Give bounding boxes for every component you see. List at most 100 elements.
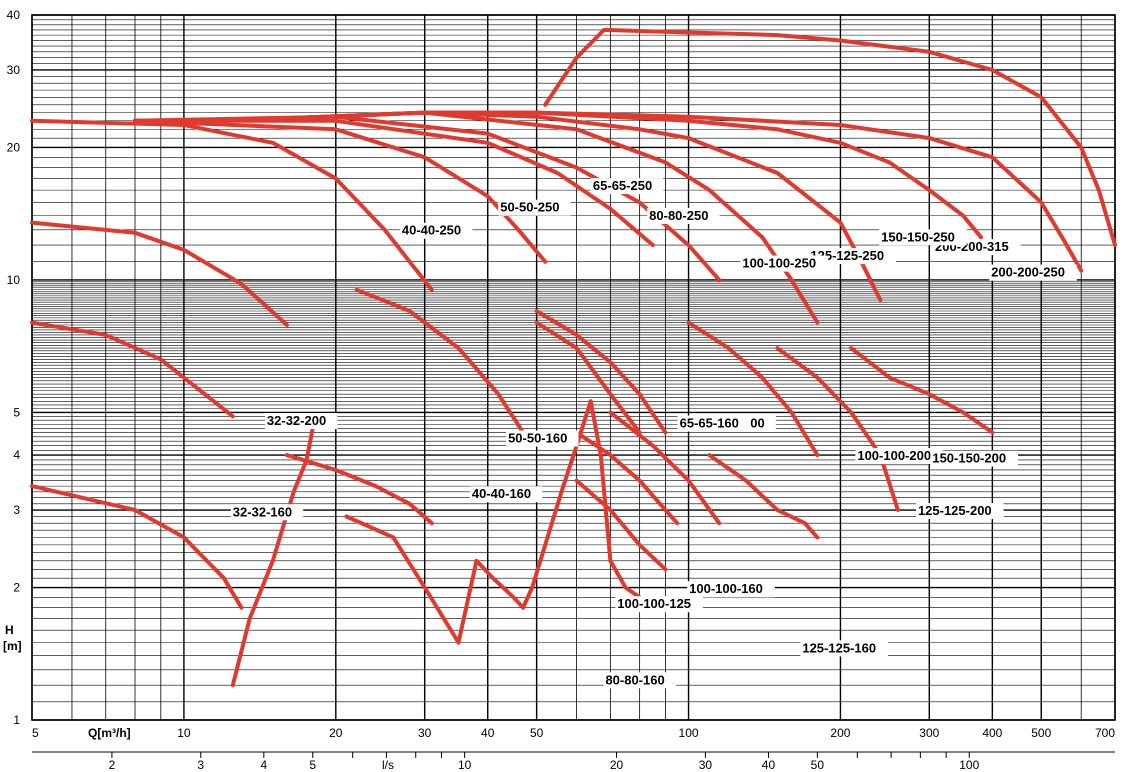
x-axis-label: Q[m³/h]: [88, 726, 131, 740]
curve-80-80-160: [574, 478, 668, 572]
curve-label-bg: [808, 248, 897, 265]
curve-label-bg: [687, 581, 775, 598]
x2-tick-label: 2: [109, 758, 116, 772]
curve-label-50-50-160: 50-50-160: [508, 431, 567, 446]
curve-80-80-250: [133, 114, 722, 282]
major-grid: [31, 14, 1116, 758]
curve-100-100-200: [686, 320, 820, 458]
x-tick-label: 40: [481, 726, 495, 740]
curve-label-layer: 200-200-315200-200-250150-150-250125-125…: [230, 178, 1077, 689]
curve-label-32-32-160: 32-32-160: [233, 504, 292, 519]
x2-tick-label: 4: [260, 758, 267, 772]
curve-label-bg: [915, 503, 1004, 520]
x-tick-label: 5: [32, 726, 39, 740]
y-tick-label: 30: [7, 63, 21, 77]
curve-label-bg: [469, 486, 543, 503]
curve-150-150-250: [221, 110, 984, 240]
x2-tick-label: 30: [699, 758, 713, 772]
curve-100-100-250: [221, 110, 820, 325]
curve-boundary: [456, 558, 526, 645]
curve-200-200-315: [543, 27, 1117, 248]
x-tick-label: 20: [329, 726, 343, 740]
curve-label-bg: [647, 207, 720, 224]
curve-layer: [30, 27, 1117, 688]
x-tick-label: 100: [679, 726, 699, 740]
x2-tick-label: 40: [762, 758, 776, 772]
curve-label-bg: [506, 430, 579, 447]
curve-32-32-160: [30, 320, 235, 419]
curve-label-bg: [855, 448, 943, 465]
curve-label-bg: [230, 504, 304, 521]
curve-label-bg: [989, 264, 1077, 281]
curve-label-bg: [677, 415, 751, 432]
curve-label-bg: [264, 412, 338, 429]
x-tick-label: 30: [418, 726, 432, 740]
curve-32-32-200: [30, 220, 289, 327]
x2-tick-label: 20: [610, 758, 624, 772]
curve-label-100-100-160: 100-100-160: [689, 581, 763, 596]
curve-label-150-150-250: 150-150-250: [881, 229, 955, 244]
y-tick-label: 4: [13, 448, 20, 462]
curve-label-bg: [930, 450, 1018, 467]
x2-tick-label: 10: [458, 758, 472, 772]
x-tick-label: 400: [982, 726, 1002, 740]
y-axis-label-line1: H: [5, 623, 14, 637]
curve-label-65-65-160: 65-65-160: [680, 416, 739, 431]
curve-label-200-200-250: 200-200-250: [991, 265, 1065, 280]
curve-100-100-160: [608, 410, 722, 526]
curve-label-125-125-250: 125-125-250: [810, 248, 884, 263]
curve-boundary: [230, 426, 315, 688]
curve-label-40-40-250: 40-40-250: [402, 223, 461, 238]
curve-boundary: [30, 484, 244, 610]
y-tick-label: 40: [7, 8, 21, 22]
curve-125-125-160: [707, 453, 820, 540]
y-tick-label: 10: [7, 273, 21, 287]
curve-80-80-200: [534, 309, 668, 435]
curve-label-50-50-250: 50-50-250: [500, 200, 559, 215]
curve-label-100-100-250: 100-100-250: [742, 256, 816, 271]
x2-tick-label: 3: [197, 758, 204, 772]
x2-axis-label: l/s: [382, 758, 394, 772]
curve-label-100-100-125: 100-100-125: [617, 596, 691, 611]
y-tick-label: 5: [13, 405, 20, 419]
curve-65-65-250: [133, 118, 655, 248]
curve-label-bg: [615, 596, 703, 613]
curve-label-125-125-160: 125-125-160: [802, 640, 876, 655]
y-tick-label: 2: [13, 581, 20, 595]
curve-50-50-250: [133, 118, 548, 264]
curve-label-65-65-250: 65-65-250: [593, 178, 652, 193]
curve-label-bg: [590, 178, 664, 195]
curve-label-bg: [879, 229, 967, 246]
curve-label-bg: [498, 199, 571, 216]
y-tick-label: 1: [13, 713, 20, 727]
curve-boundary: [521, 399, 593, 610]
curve-boundary: [588, 399, 642, 600]
curve-label-125-125-200: 125-125-200: [918, 503, 992, 518]
curve-label-80-80-160: 80-80-160: [605, 672, 664, 687]
y-axis-label-line2: [m]: [3, 639, 22, 653]
curve-label-40-40-160: 40-40-160: [472, 486, 531, 501]
x-tick-label: 500: [1031, 726, 1051, 740]
x2-tick-label: 50: [811, 758, 825, 772]
curve-65-65-160: [534, 320, 642, 435]
curve-boundary: [344, 514, 461, 645]
plot-frame: [31, 14, 1116, 721]
y-tick-label: 20: [7, 140, 21, 154]
curve-125-125-200: [775, 346, 900, 512]
curve-150-150-200: [849, 346, 995, 435]
curve-50-50-160: [354, 287, 526, 435]
x-tick-label: 300: [919, 726, 939, 740]
x-tick-label: 200: [830, 726, 850, 740]
curve-label-32-32-200: 32-32-200: [267, 413, 326, 428]
curve-label-bg: [740, 255, 828, 272]
curve-label-bg: [800, 640, 888, 657]
x-tick-label: 50: [530, 726, 544, 740]
curve-label-150-150-200: 150-150-200: [932, 451, 1006, 466]
curve-label-bg: [603, 672, 676, 689]
x2-tick-label: 5: [309, 758, 316, 772]
y-tick-label: 3: [13, 503, 20, 517]
curve-label-80-80-250: 80-80-250: [649, 208, 708, 223]
curve-label-bg: [399, 222, 473, 239]
x-tick-label: 10: [177, 726, 191, 740]
